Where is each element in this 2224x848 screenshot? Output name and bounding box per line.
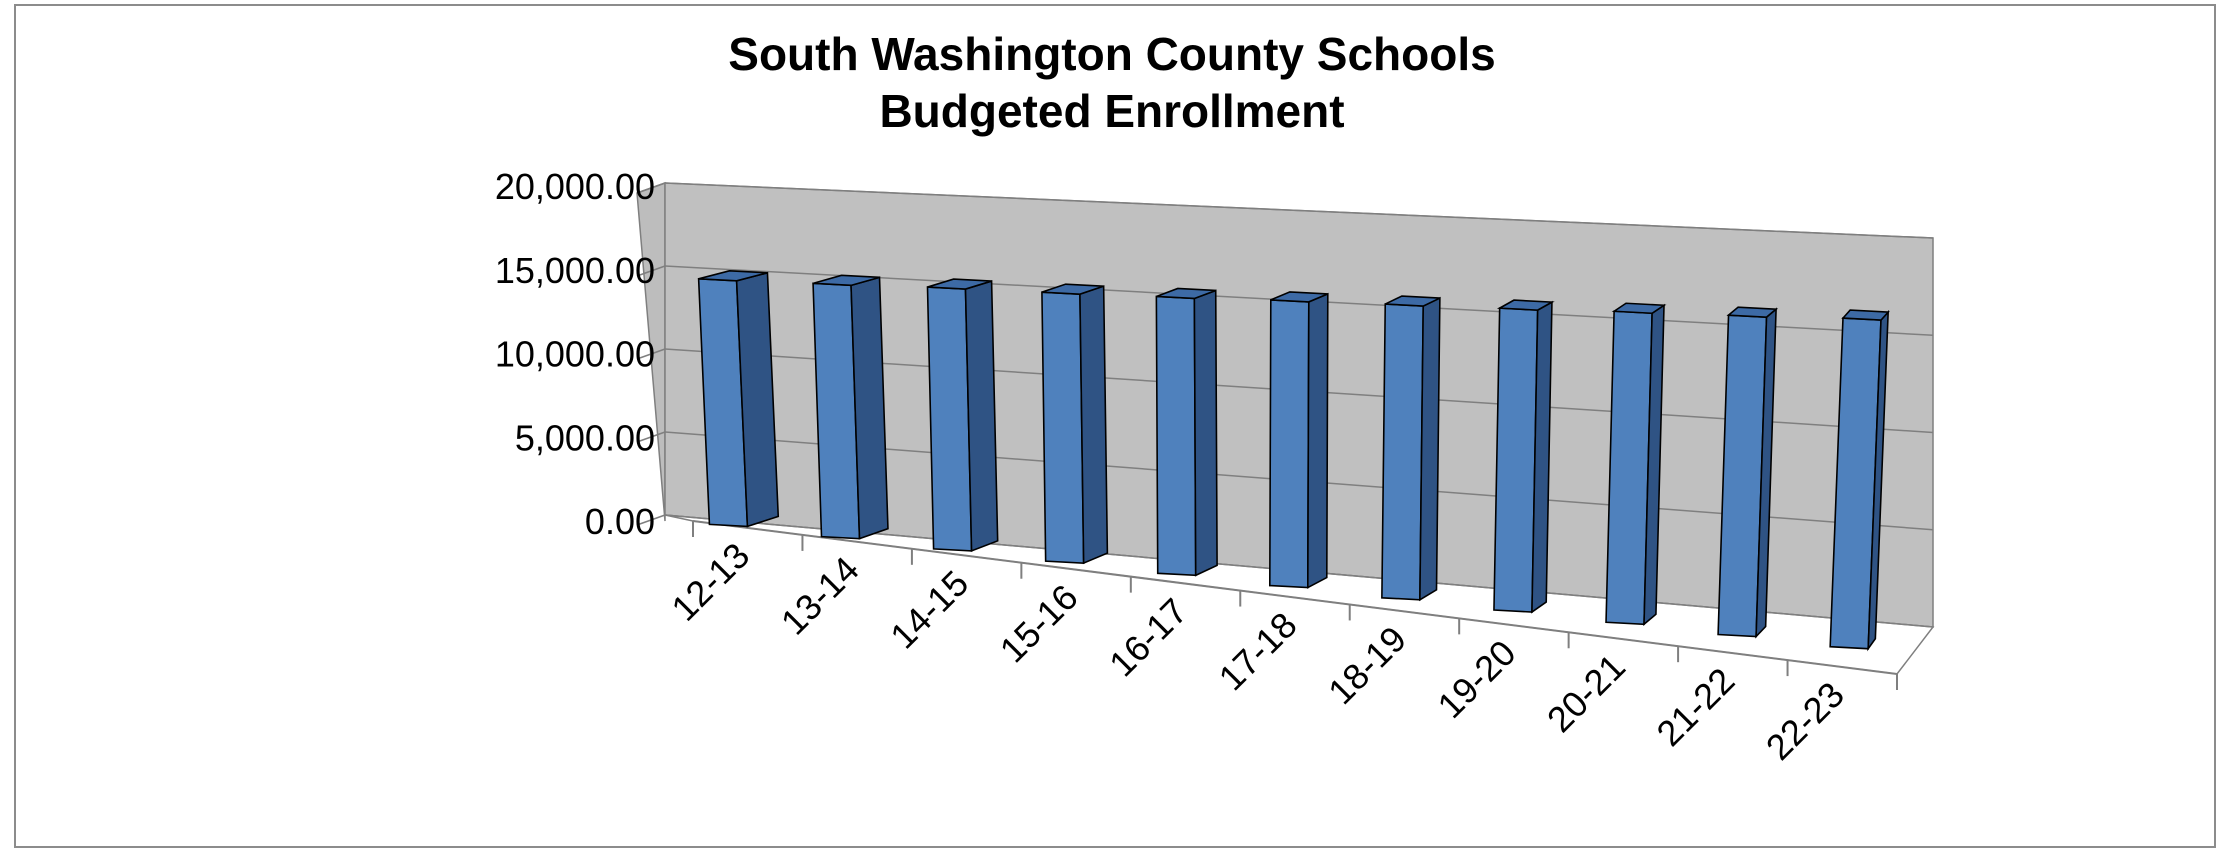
bar-front (1268, 299, 1310, 589)
x-tick-label: 13-14 (773, 549, 867, 643)
bar-top (1156, 287, 1217, 300)
x-tick-label: 15-16 (992, 576, 1086, 670)
bar-top (927, 278, 992, 290)
x-tick-label: 18-19 (1320, 618, 1414, 712)
bar-top (698, 270, 768, 282)
x-tick-label: 22-23 (1758, 674, 1852, 768)
y-tick-label: 15,000.00 (495, 250, 655, 291)
bars (697, 270, 1890, 652)
gridline-side (636, 431, 666, 443)
x-axis (692, 520, 1898, 675)
bar-top (1270, 291, 1329, 303)
bar-front (1381, 303, 1425, 601)
y-tick-label: 0.00 (585, 501, 655, 542)
gridline-side (636, 182, 666, 194)
y-tick-label: 10,000.00 (495, 334, 655, 375)
x-tick-label: 14-15 (882, 562, 976, 656)
y-tick-label: 20,000.00 (495, 166, 655, 207)
bar (1717, 306, 1779, 639)
gridline-side (636, 514, 666, 526)
x-tick-label: 21-22 (1648, 660, 1742, 754)
bar-side (1193, 289, 1218, 577)
bar-front (1493, 307, 1539, 613)
chart-title-line-1: South Washington County Schools (728, 28, 1496, 80)
gridline (664, 182, 1934, 239)
bar-side (1306, 292, 1329, 589)
bar-top (1611, 302, 1667, 315)
bar (697, 270, 780, 528)
x-tick-label: 17-18 (1211, 604, 1305, 698)
bar-front (926, 286, 973, 552)
bar (1829, 309, 1890, 652)
bar (812, 274, 889, 540)
gridline-side (636, 348, 666, 360)
chart-plot: 0.00 5,000.00 10,000.00 15,000.00 20,000.00 1… (495, 166, 1935, 768)
bar-top (1726, 306, 1779, 318)
bar (926, 278, 999, 553)
bar (1041, 283, 1109, 565)
x-tick-label: 20-21 (1539, 646, 1633, 740)
y-tick-label: 5,000.00 (515, 417, 655, 458)
chart-title-line-2: Budgeted Enrollment (879, 85, 1345, 137)
x-tick-label: 19-20 (1429, 632, 1523, 726)
bar-top (1496, 299, 1555, 311)
bar-side (1419, 296, 1441, 602)
axes (692, 520, 1898, 690)
bar-top (1384, 295, 1441, 307)
bar (1493, 299, 1555, 614)
bar (1381, 295, 1441, 602)
bar (1155, 287, 1218, 577)
bar-top (812, 274, 880, 287)
bar-top (1841, 309, 1890, 321)
bar (1268, 291, 1329, 589)
bar-front (1041, 291, 1085, 564)
bar-front (1155, 295, 1197, 577)
gridline-side (636, 265, 666, 277)
bar (1605, 302, 1667, 627)
bar-side (964, 279, 999, 553)
x-tick-label: 16-17 (1101, 590, 1195, 684)
bar-side (1079, 285, 1109, 565)
bar-top (1041, 283, 1104, 295)
x-tick-label: 12-13 (663, 535, 757, 629)
